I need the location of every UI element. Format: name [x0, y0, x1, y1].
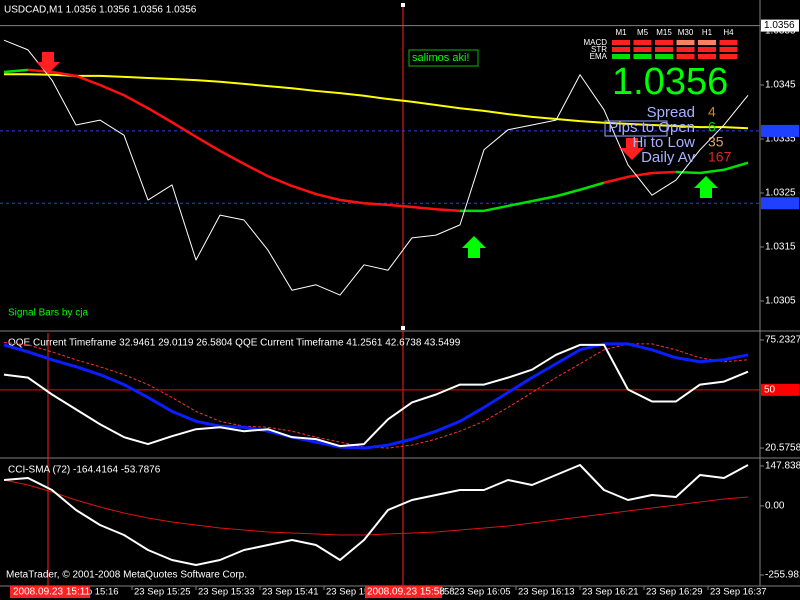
cursor-time: 2008.09.23 15:11 — [13, 587, 91, 598]
signal-cell — [719, 40, 738, 45]
y-tick-label: -255.981 — [765, 570, 800, 581]
signal-cell — [633, 47, 652, 52]
signal-cell — [633, 54, 652, 59]
x-tick-label: 23 Sep 15:16 — [62, 587, 119, 598]
panel-title: QQE Current Timeframe 32.9461 29.0119 26… — [8, 338, 461, 349]
signal-column: H1 — [702, 28, 713, 37]
y-tick-label: 1.0325 — [765, 188, 796, 199]
signal-column: M5 — [637, 28, 649, 37]
signal-row: MACD — [583, 38, 607, 47]
signal-column: M30 — [678, 28, 694, 37]
series-line — [3, 39, 749, 296]
sell-arrow — [620, 138, 644, 160]
x-tick-label: 23 Sep 16:29 — [646, 587, 703, 598]
x-tick-label: 23 Sep 16:21 — [582, 587, 639, 598]
signal-cell — [612, 47, 630, 52]
stat-value: 6 — [708, 119, 716, 135]
cursor-handle — [401, 326, 405, 330]
signal-cell — [633, 40, 652, 45]
stat-label: Hi to Low — [632, 134, 695, 151]
stat-value: 167 — [708, 149, 732, 165]
series-line — [3, 342, 749, 450]
y-tick-label: 1.0345 — [765, 80, 796, 91]
signal-cell — [676, 40, 695, 45]
stat-value: 4 — [708, 104, 716, 120]
cursor-handle — [401, 3, 405, 7]
signal-cell — [698, 54, 716, 59]
y-tick-label: 1.0305 — [765, 296, 796, 307]
buy-arrow — [462, 236, 486, 258]
x-tick-label: 23 Sep 16:05 — [454, 587, 511, 598]
x-tick-label: 23 Sep 15:41 — [262, 587, 319, 598]
series-line — [27, 68, 461, 213]
signal-label: Signal Bars by cja — [8, 308, 88, 319]
signal-row: STR — [591, 45, 607, 54]
cursor-time-box — [365, 586, 442, 598]
series-line — [460, 181, 605, 213]
signal-cell — [698, 47, 716, 52]
x-tick-label: 23 Sep 15:33 — [198, 587, 255, 598]
symbol-header: USDCAD,M1 1.0356 1.0356 1.0356 1.0356 — [4, 5, 197, 16]
series-line — [4, 73, 749, 130]
series-line — [603, 170, 677, 184]
big-price: 1.0356 — [612, 61, 728, 103]
signal-cell — [719, 47, 738, 52]
level-box — [761, 19, 799, 32]
stat-label: Spread — [647, 104, 695, 121]
signal-cell — [655, 47, 673, 52]
signal-cell — [676, 47, 695, 52]
signal-cell — [655, 40, 673, 45]
signal-cell — [698, 40, 716, 45]
stat-label: Daily Av — [641, 149, 695, 166]
annotation: salimos aki! — [412, 52, 469, 64]
level-label: 1.0356 — [764, 20, 795, 31]
series-line — [675, 161, 749, 175]
stat-label: Pips to Open — [608, 119, 695, 136]
panel-title: CCI-SMA (72) -164.4164 -53.7876 — [8, 465, 161, 476]
signal-cell — [612, 40, 630, 45]
level-label: 50 — [764, 384, 776, 395]
sell-arrow — [36, 52, 60, 74]
stat-box — [604, 120, 668, 137]
footer: MetaTrader, © 2001-2008 MetaQuotes Softw… — [6, 570, 247, 581]
signal-cell — [612, 54, 630, 59]
overlay: 1.0356 2008.09.23 15:11 2008.09.23 15:58… — [10, 28, 738, 598]
y-tick-label: 147.838 — [765, 461, 800, 472]
signal-row: EMA — [590, 52, 608, 61]
series-line — [3, 479, 749, 536]
cursor-time-box — [10, 586, 90, 598]
x-tick-label: 23 Sep 16:37 — [710, 587, 767, 598]
y-tick-label: 20.5758 — [765, 443, 800, 454]
y-tick-label: 0.00 — [765, 501, 785, 512]
signal-cell — [719, 54, 738, 59]
x-tick-label: 23 Sep 15:49 — [326, 587, 383, 598]
annotation-box — [408, 49, 479, 67]
cursor-time: 2008.09.23 15:58 — [367, 587, 445, 598]
level-box — [761, 383, 799, 396]
x-tick-label: 23 Sep 16:13 — [518, 587, 575, 598]
series-line — [3, 464, 749, 567]
signal-column: H4 — [723, 28, 734, 37]
y-tick-label: 1.0315 — [765, 242, 796, 253]
signal-cell — [676, 54, 695, 59]
buy-arrow — [694, 176, 718, 198]
x-tick-label: 23 Sep 15:25 — [134, 587, 191, 598]
y-tick-label: 75.2327 — [765, 335, 800, 346]
stat-value: 35 — [708, 134, 724, 150]
series-line — [3, 68, 29, 74]
level-box — [761, 124, 799, 137]
signal-cell — [655, 54, 673, 59]
series-line — [3, 343, 749, 448]
signal-column: M15 — [656, 28, 672, 37]
y-tick-label: 1.0335 — [765, 134, 796, 145]
level-box — [761, 197, 799, 210]
signal-column: M1 — [615, 28, 627, 37]
